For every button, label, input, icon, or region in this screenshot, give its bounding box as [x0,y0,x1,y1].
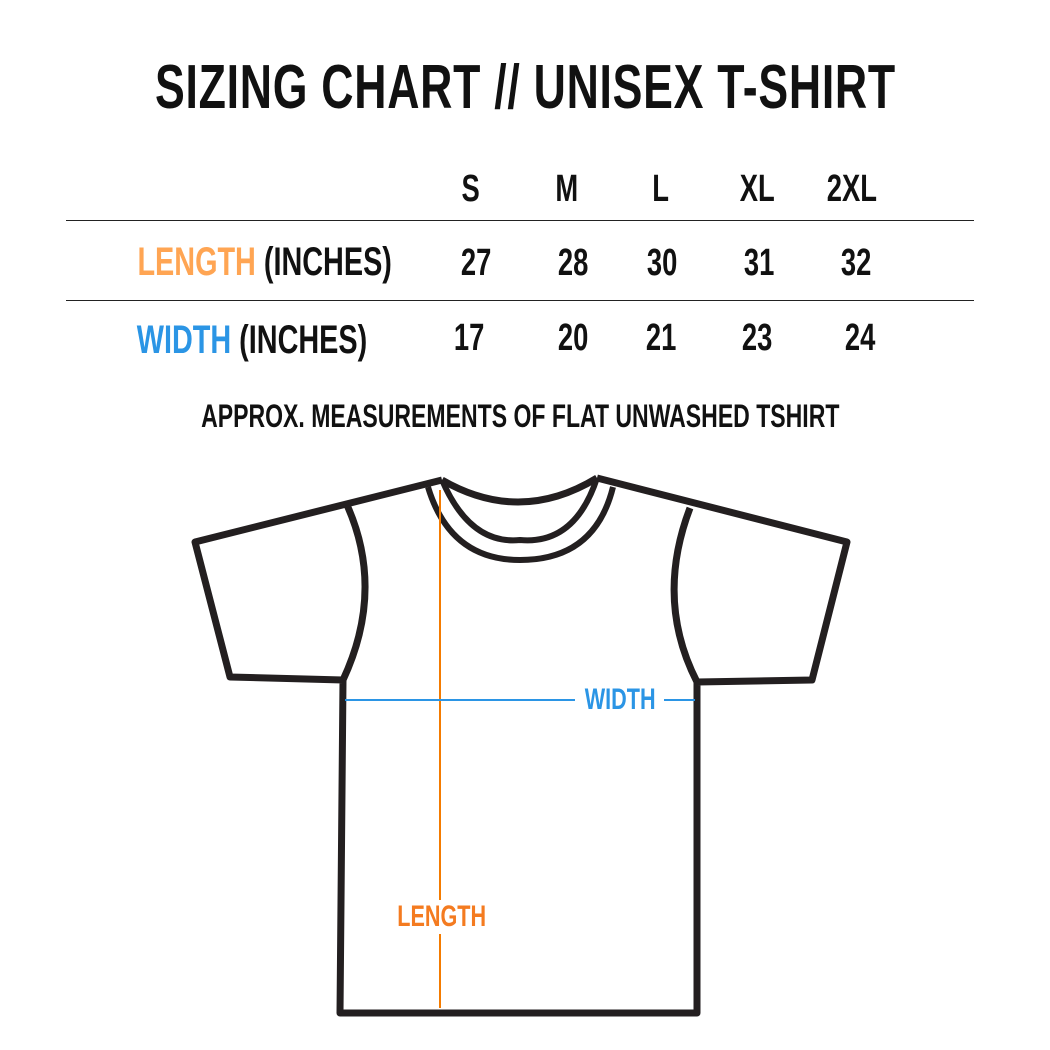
table-cell: 24 [844,317,876,359]
column-header-s: S [461,168,481,210]
table-divider [66,300,974,301]
length-label: LENGTH [380,900,500,934]
column-header-l: L [652,168,670,210]
width-label: WIDTH [584,683,656,716]
right-armhole [670,506,701,684]
column-header-2xl: 2XL [826,168,878,210]
table-cell: 28 [557,242,589,284]
collar-outer [425,486,616,563]
table-cell: 31 [743,242,775,284]
collar-top [440,475,599,506]
collar-inner [439,477,600,544]
table-divider [66,220,974,221]
left-armhole [339,503,369,682]
table-cell: 21 [645,317,677,359]
table-cell: 30 [646,242,678,284]
table-cell: 23 [741,317,773,359]
tshirt-outline [191,474,851,1017]
row-label-width: WIDTH (INCHES) [136,318,368,362]
table-cell: 27 [460,242,492,284]
column-header-xl: XL [739,168,775,210]
table-cell: 20 [557,317,589,359]
measurement-note: APPROX. MEASUREMENTS OF FLAT UNWASHED TS… [200,398,840,434]
row-label-length: LENGTH (INCHES) [137,240,393,284]
page-title: SIZING CHART // UNISEX T-SHIRT [154,53,896,122]
column-header-m: M [555,168,579,210]
table-cell: 17 [453,317,485,359]
table-cell: 32 [840,242,872,284]
